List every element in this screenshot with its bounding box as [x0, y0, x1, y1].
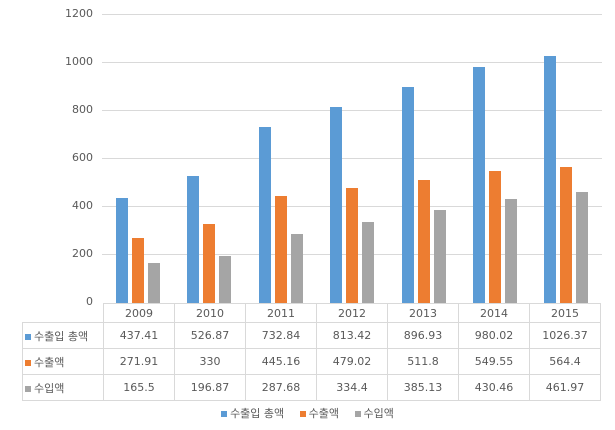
- year-header: 2014: [458, 303, 530, 323]
- bar-2013-2: [433, 210, 446, 303]
- legend-item: 수출입 총액: [221, 405, 284, 421]
- bar-2010-0: [187, 176, 200, 303]
- year-header: 2010: [174, 303, 246, 323]
- table-row: 수출입 총액 437.41 526.87 732.84 813.42 896.9…: [22, 322, 601, 349]
- bar-2011-1: [274, 195, 287, 303]
- table-cell: 526.87: [174, 322, 246, 349]
- y-tick-0: 0: [86, 295, 93, 308]
- bar-2009-0: [116, 197, 128, 303]
- table-cell: 334.4: [316, 374, 388, 401]
- table-row: 수출액 271.91 330 445.16 479.02 511.8 549.5…: [22, 348, 601, 375]
- y-tick-400: 400: [72, 199, 93, 212]
- table-cell: 430.46: [458, 374, 530, 401]
- bar-2012-2: [362, 222, 375, 303]
- table-cell: 330: [174, 348, 246, 375]
- gridline: [102, 110, 602, 111]
- bar-2013-0: [401, 87, 414, 303]
- legend-swatch-icon: [221, 411, 228, 417]
- row-label: 수출액: [34, 355, 65, 369]
- bar-2012-1: [346, 187, 359, 303]
- legend-item: 수입액: [354, 405, 394, 421]
- legend-key-orange: [25, 359, 31, 366]
- y-tick-800: 800: [72, 103, 93, 116]
- table-cell: 461.97: [529, 374, 601, 401]
- bar-2012-0: [330, 107, 343, 303]
- y-tick-600: 600: [72, 151, 93, 164]
- table-cell: 196.87: [174, 374, 246, 401]
- chart-legend: 수출입 총액 수출액 수입액: [0, 405, 615, 421]
- gridline: [102, 158, 602, 159]
- table-row: 수입액 165.5 196.87 287.68 334.4 385.13 430…: [22, 374, 601, 401]
- row-label: 수출입 총액: [34, 329, 89, 343]
- bar-2009-1: [132, 237, 144, 303]
- gridline: [102, 14, 602, 15]
- table-cell: 1026.37: [529, 322, 601, 349]
- table-cell: 287.68: [245, 374, 317, 401]
- bar-2014-2: [505, 199, 517, 303]
- table-cell: 980.02: [458, 322, 530, 349]
- table-cell: 437.41: [103, 322, 175, 349]
- table-cell: 549.55: [458, 348, 530, 375]
- table-cell: 564.4: [529, 348, 601, 375]
- bar-2015-0: [544, 55, 557, 303]
- bar-2011-2: [290, 233, 303, 303]
- table-header-row: 2009 2010 2011 2012 2013 2014 2015: [22, 303, 601, 323]
- table-cell: 165.5: [103, 374, 175, 401]
- bar-2009-2: [148, 263, 160, 303]
- year-header: 2009: [103, 303, 175, 323]
- bar-2015-2: [576, 191, 589, 303]
- y-tick-200: 200: [72, 247, 93, 260]
- table-cell: 479.02: [316, 348, 388, 375]
- data-table: 2009 2010 2011 2012 2013 2014 2015 수출입 총…: [22, 303, 601, 401]
- table-cell: 813.42: [316, 322, 388, 349]
- table-cell: 511.8: [387, 348, 459, 375]
- year-header: 2011: [245, 303, 317, 323]
- row-label: 수입액: [34, 381, 65, 395]
- bar-2011-0: [258, 126, 271, 303]
- table-cell: 896.93: [387, 322, 459, 349]
- legend-key-blue: [25, 333, 31, 340]
- year-header: 2015: [529, 303, 601, 323]
- bar-2015-1: [560, 167, 573, 303]
- table-cell: 385.13: [387, 374, 459, 401]
- table-cell: 445.16: [245, 348, 317, 375]
- bar-2014-1: [489, 170, 501, 303]
- table-cell: 732.84: [245, 322, 317, 349]
- legend-swatch-icon: [354, 411, 361, 417]
- legend-swatch-icon: [299, 411, 306, 417]
- year-header: 2013: [387, 303, 459, 323]
- bar-2013-1: [417, 179, 430, 303]
- y-tick-1000: 1000: [65, 55, 93, 68]
- bar-2014-0: [473, 66, 485, 303]
- legend-item: 수출액: [299, 405, 339, 421]
- legend-key-gray: [25, 385, 31, 392]
- bar-2010-2: [219, 255, 232, 303]
- y-tick-1200: 1200: [65, 7, 93, 20]
- bar-2010-1: [203, 223, 216, 303]
- year-header: 2012: [316, 303, 388, 323]
- gridline: [102, 62, 602, 63]
- table-cell: 271.91: [103, 348, 175, 375]
